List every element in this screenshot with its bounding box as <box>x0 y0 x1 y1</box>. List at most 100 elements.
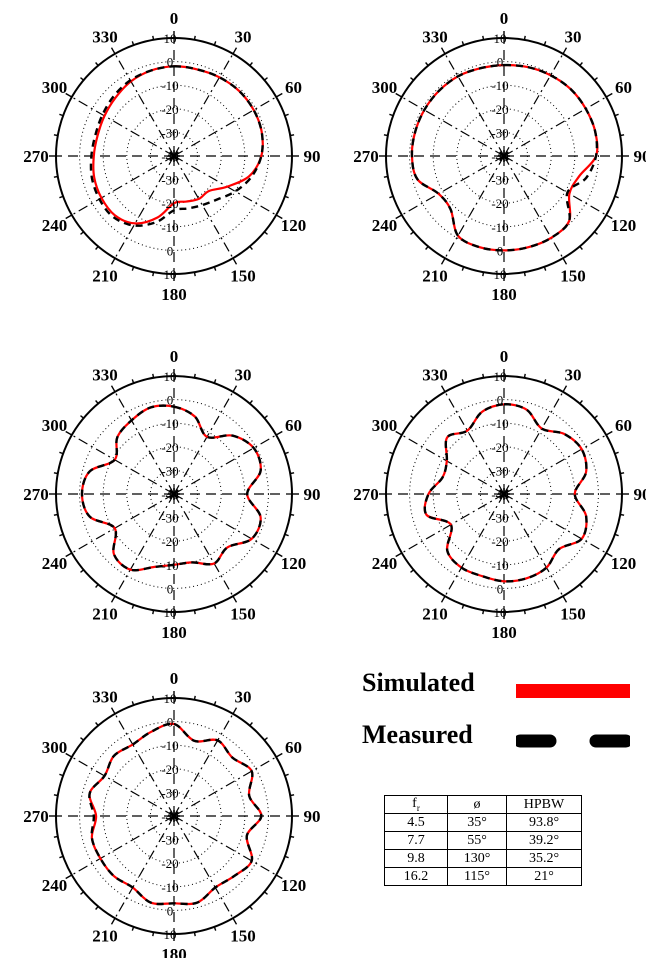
angle-tick <box>193 35 196 40</box>
angle-tick <box>562 47 568 55</box>
angle-tick <box>605 430 613 436</box>
measured-curve <box>89 65 264 227</box>
angle-tick <box>152 932 155 937</box>
angle-tick <box>284 773 289 777</box>
angle-tick-label: 300 <box>42 78 68 97</box>
radial-tick-label: 0 <box>167 393 174 408</box>
angle-tick <box>593 569 598 573</box>
table-cell-hpbw: 35.2° <box>506 849 582 868</box>
angle-tick <box>80 737 85 741</box>
angle-tick <box>620 472 625 475</box>
angle-tick <box>383 472 388 475</box>
table-cell-freq: 9.8 <box>384 849 448 868</box>
angle-tick-label: 270 <box>23 807 49 826</box>
angle-tick-label: 120 <box>281 554 307 573</box>
angle-tick <box>579 583 583 588</box>
simulated-curve <box>423 403 588 583</box>
polar-plot-2: -40-30-30-20-20-10-100010100306090120150… <box>353 9 646 304</box>
radial-tick-label: 10 <box>494 369 507 384</box>
angle-tick <box>232 917 238 925</box>
angle-tick <box>543 41 547 46</box>
simulated-curve <box>92 65 264 225</box>
angle-tick <box>213 701 217 706</box>
grid-spoke <box>71 815 175 876</box>
angle-tick <box>284 195 289 199</box>
center-marker <box>169 151 179 161</box>
measured-dash-line <box>513 734 635 748</box>
angle-tick <box>263 737 268 741</box>
table-cell-phi: 35° <box>447 813 507 832</box>
angle-tick <box>562 385 568 393</box>
angle-tick-label: 0 <box>170 9 179 28</box>
angle-tick <box>410 415 415 419</box>
grid-spoke <box>503 493 607 554</box>
angle-tick <box>383 175 388 178</box>
angle-tick-label: 270 <box>353 485 379 504</box>
parameter-table: fr ø HPBW 4.5 35° 93.8° 7.7 55° 39.2° 9.… <box>384 795 582 886</box>
radial-tick-label: 0 <box>167 715 174 730</box>
table-cell-phi: 55° <box>447 831 507 850</box>
angle-tick-label: 210 <box>92 267 118 286</box>
radial-tick-label: -30 <box>161 125 178 140</box>
angle-tick <box>249 905 253 910</box>
angle-tick-label: 60 <box>615 78 632 97</box>
radial-tick-label: -10 <box>491 558 508 573</box>
angle-tick <box>80 415 85 419</box>
legend: Simulated Measured <box>362 668 642 768</box>
radial-tick-label: -30 <box>161 511 178 526</box>
angle-tick <box>193 932 196 937</box>
angle-tick <box>53 513 58 516</box>
grid-spoke <box>503 434 607 495</box>
radial-tick-label: -10 <box>161 558 178 573</box>
angle-tick <box>53 472 58 475</box>
radial-tick-label: -20 <box>161 534 178 549</box>
angle-tick <box>389 113 394 117</box>
angle-tick-label: 90 <box>304 147 321 166</box>
angle-tick <box>275 752 283 758</box>
angle-tick-label: 60 <box>285 416 302 435</box>
radial-tick-label: -20 <box>161 762 178 777</box>
angle-tick <box>59 533 64 537</box>
angle-tick <box>193 610 196 615</box>
header-hpbw: HPBW <box>506 795 582 814</box>
header-phi: ø <box>447 795 507 814</box>
grid-circle <box>126 446 222 542</box>
radial-tick-label: -10 <box>161 880 178 895</box>
angle-tick <box>110 917 116 925</box>
measured-curve <box>80 404 263 572</box>
radial-tick-label: -10 <box>161 78 178 93</box>
angle-tick <box>110 385 116 393</box>
angle-tick <box>95 583 99 588</box>
angle-tick <box>193 695 196 700</box>
angle-tick <box>95 245 99 250</box>
angle-tick <box>614 451 619 455</box>
angle-tick <box>284 855 289 859</box>
angle-tick <box>80 77 85 81</box>
center-marker <box>169 811 179 821</box>
table-cell-freq: 7.7 <box>384 831 448 850</box>
table-cell-hpbw: 93.8° <box>506 813 582 832</box>
angle-tick <box>614 533 619 537</box>
angle-tick-label: 30 <box>235 688 252 707</box>
radial-tick-label: 0 <box>497 243 504 258</box>
radial-tick-label: 10 <box>164 267 177 282</box>
angle-tick <box>152 695 155 700</box>
radial-tick-label: -20 <box>161 102 178 117</box>
angle-tick <box>193 272 196 277</box>
angle-tick-label: 180 <box>161 623 187 642</box>
angle-tick <box>389 195 394 199</box>
angle-tick-label: 150 <box>230 267 256 286</box>
angle-tick-label: 330 <box>422 366 448 385</box>
angle-tick <box>275 552 283 558</box>
measured-curve <box>410 63 599 252</box>
radial-tick-label: 10 <box>164 927 177 942</box>
legend-simulated-label: Simulated <box>362 668 475 697</box>
angle-tick <box>232 595 238 603</box>
angle-tick <box>395 552 403 558</box>
angle-tick <box>275 430 283 436</box>
angle-tick-label: 150 <box>560 605 586 624</box>
angle-tick-label: 180 <box>491 285 517 304</box>
angle-tick-label: 150 <box>230 927 256 946</box>
angle-tick <box>131 701 135 706</box>
grid-spoke <box>173 391 234 495</box>
